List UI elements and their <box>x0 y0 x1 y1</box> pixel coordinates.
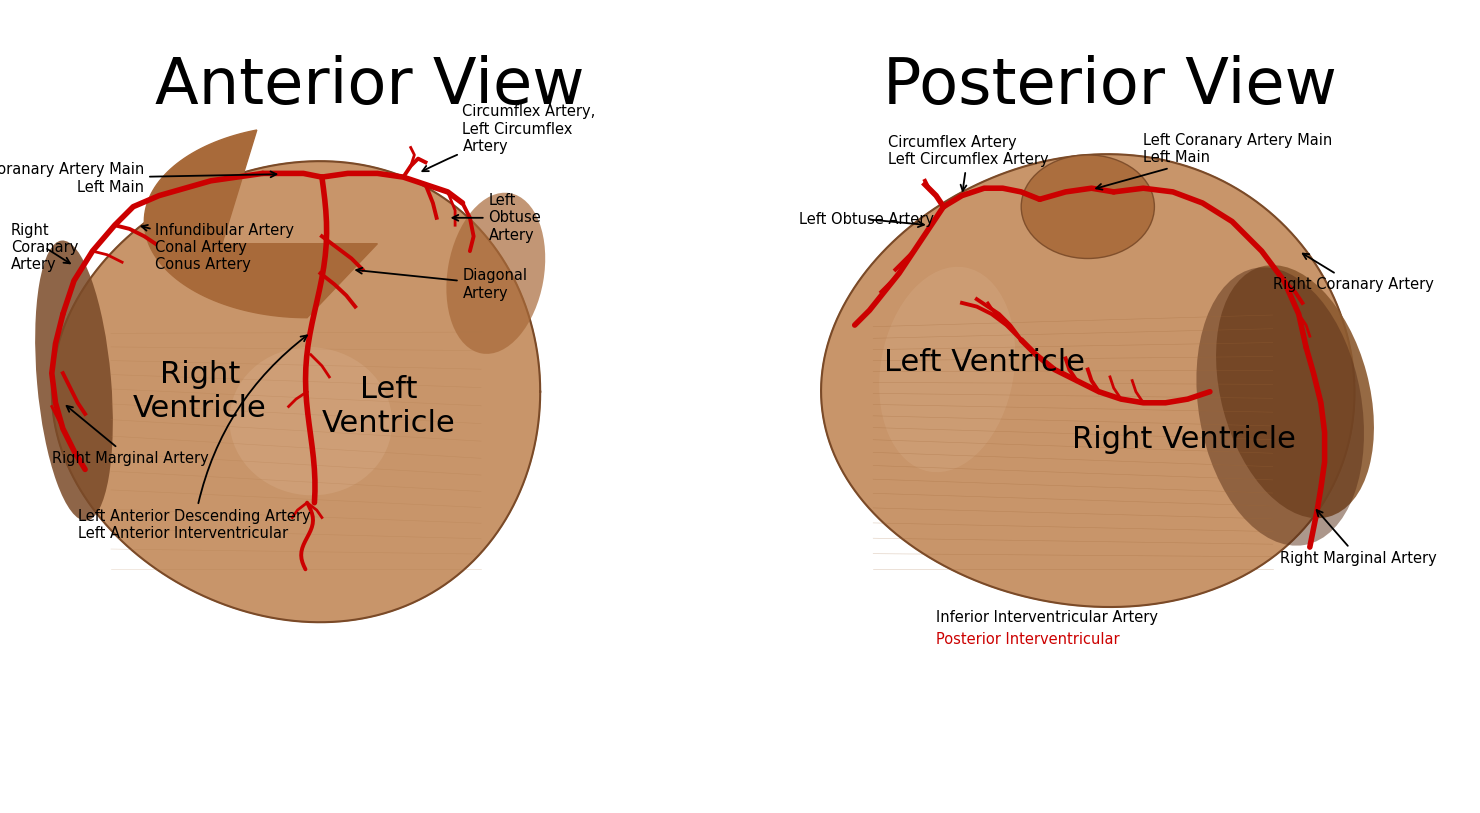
Text: Posterior Interventricular: Posterior Interventricular <box>937 632 1120 647</box>
Polygon shape <box>821 154 1354 607</box>
Text: Left Anterior Descending Artery
Left Anterior Interventricular: Left Anterior Descending Artery Left Ant… <box>78 336 311 541</box>
Ellipse shape <box>1217 265 1373 518</box>
Text: Right
Ventricle: Right Ventricle <box>133 360 266 423</box>
Text: Right Coranary Artery: Right Coranary Artery <box>1273 254 1434 292</box>
Text: Left Coranary Artery Main
Left Main: Left Coranary Artery Main Left Main <box>0 163 277 195</box>
Text: Right Marginal Artery: Right Marginal Artery <box>1280 510 1437 566</box>
Polygon shape <box>52 161 540 622</box>
Text: Diagonal
Artery: Diagonal Artery <box>357 267 527 301</box>
Text: Left
Ventricle: Left Ventricle <box>321 376 456 437</box>
Text: Anterior View: Anterior View <box>155 55 585 117</box>
Ellipse shape <box>447 193 545 354</box>
Text: Circumflex Artery
Left Circumflex Artery: Circumflex Artery Left Circumflex Artery <box>888 135 1049 191</box>
Text: Left Coranary Artery Main
Left Main: Left Coranary Artery Main Left Main <box>1097 133 1332 189</box>
Ellipse shape <box>1196 267 1365 546</box>
Text: Right
Coranary
Artery: Right Coranary Artery <box>12 223 78 272</box>
Ellipse shape <box>879 267 1015 472</box>
Text: Posterior View: Posterior View <box>884 55 1336 117</box>
Text: Left Ventricle: Left Ventricle <box>884 348 1085 376</box>
Text: Right Ventricle: Right Ventricle <box>1072 425 1296 454</box>
Text: Inferior Interventricular Artery: Inferior Interventricular Artery <box>937 610 1157 625</box>
Text: Left Obtuse Artery: Left Obtuse Artery <box>799 211 934 227</box>
Text: Circumflex Artery,
Left Circumflex
Artery: Circumflex Artery, Left Circumflex Arter… <box>422 104 596 172</box>
Text: Left
Obtuse
Artery: Left Obtuse Artery <box>453 193 542 243</box>
Text: Infundibular Artery
Conal Artery
Conus Artery: Infundibular Artery Conal Artery Conus A… <box>142 223 295 272</box>
Ellipse shape <box>1021 155 1154 259</box>
Polygon shape <box>145 130 377 318</box>
Text: Right Marginal Artery: Right Marginal Artery <box>52 406 209 466</box>
Ellipse shape <box>229 347 392 495</box>
Ellipse shape <box>36 241 112 520</box>
